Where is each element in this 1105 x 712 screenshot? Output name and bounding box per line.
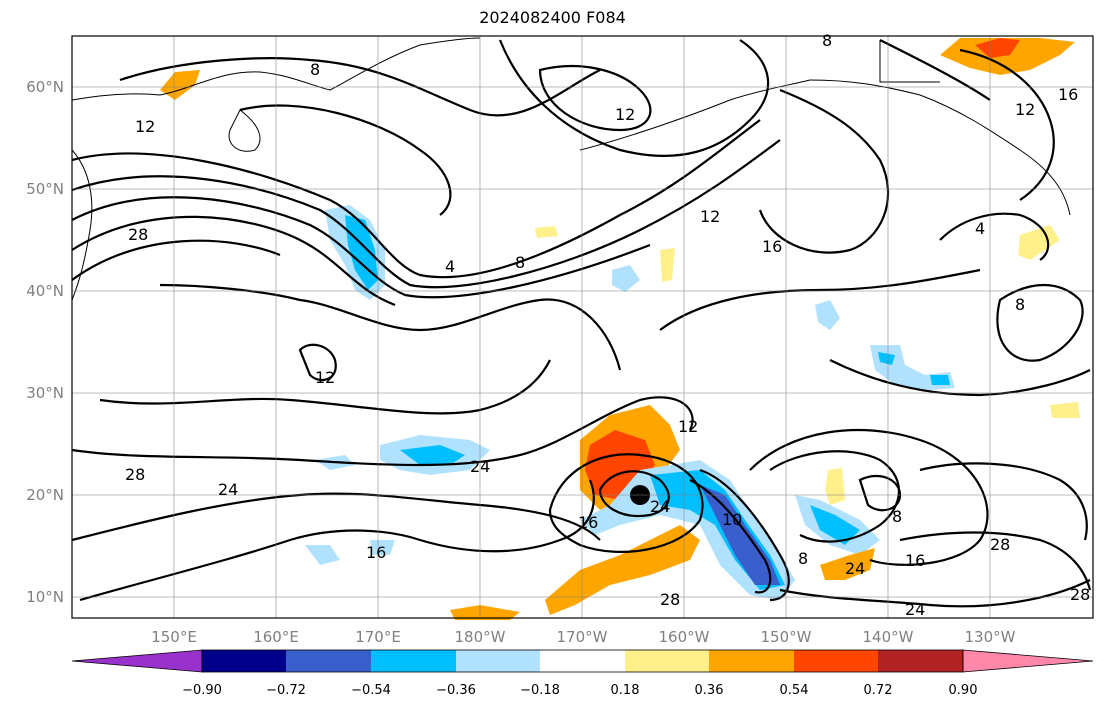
lat-label: 20°N [26,486,64,504]
colorbar-tick-label: 0.36 [694,683,724,698]
lat-label: 10°N [26,588,64,606]
colorbar-tick-label: −0.18 [520,683,560,698]
positive-area [1050,402,1080,418]
contour-label: 16 [762,237,782,256]
map-frame [71,35,1094,619]
colorbar-tick-label: −0.90 [182,683,222,698]
colorbar-segment [286,650,371,672]
contour-label: 12 [700,207,720,226]
positive-area [545,525,700,615]
negative-area [930,375,950,385]
negative-area [400,445,465,465]
lon-label: 160°E [253,628,299,646]
negative-area [612,265,640,292]
contour-label: 28 [128,225,148,244]
lat-label: 60°N [26,78,64,96]
colorbar-tick-label: 0.90 [948,683,978,698]
contour-label: 12 [1015,100,1035,119]
contour-label: 12 [678,417,698,436]
shading-layer [160,38,1080,620]
contour-label: 8 [798,549,808,568]
contour-label: 24 [905,600,925,619]
colorbar-tick-label: −0.54 [351,683,391,698]
positive-area [1018,225,1060,260]
contour-label: 8 [822,31,832,50]
negative-area [878,352,895,365]
contour-label: 4 [445,257,455,276]
contour-label: 16 [578,513,598,532]
contour-label: 8 [892,507,902,526]
colorbar-segment [202,650,286,672]
positive-area [660,248,675,282]
lon-label: 170°E [355,628,401,646]
colorbar-segment [540,650,625,672]
lat-label: 50°N [26,180,64,198]
coastline-layer [71,37,1071,301]
gridlines [72,36,1093,618]
map-title: 2024082400 F084 [479,8,626,27]
contour-label: 28 [660,590,680,609]
lat-label: 40°N [26,282,64,300]
colorbar [71,649,1094,673]
negative-area [810,505,860,545]
colorbar-tick-label: 0.18 [610,683,640,698]
positive-area [450,605,520,620]
contour-labels: 8 12 12 8 12 16 28 4 8 12 16 4 8 12 28 2… [125,31,1090,619]
contour-label: 8 [1015,295,1025,314]
negative-area [700,485,780,585]
lon-label: 130°W [964,628,1016,646]
lon-label: 150°W [760,628,812,646]
lon-label: 150°E [151,628,197,646]
colorbar-segment [371,650,456,672]
colorbar-segment [794,650,878,672]
lon-label: 140°W [862,628,914,646]
contour-label: 10 [722,510,742,529]
contour-label: 8 [515,253,525,272]
positive-area [975,38,1020,58]
contour-label: 28 [990,535,1010,554]
contour-label: 28 [1070,585,1090,604]
positive-area [820,548,875,580]
positive-area [535,226,558,238]
colorbar-segment [709,650,794,672]
colorbar-segment [456,650,540,672]
negative-area [305,545,340,565]
contour-layer [71,39,1092,608]
contour-label: 16 [366,543,386,562]
contour-label: 24 [650,497,670,516]
positive-area [940,38,1075,75]
colorbar-frame [201,649,964,673]
colorbar-extend-low [71,649,203,673]
colorbar-tick-label: 0.72 [863,683,893,698]
lat-label: 30°N [26,384,64,402]
contour-label: 24 [218,480,238,499]
contour-label: 24 [470,457,490,476]
colorbar-tick-label: 0.54 [779,683,809,698]
lon-label: 170°W [556,628,608,646]
colorbar-segment [625,650,709,672]
colorbar-tick-label: −0.36 [436,683,476,698]
negative-area [370,540,395,555]
lon-label: 180°W [454,628,506,646]
colorbar-tick-label: −0.72 [266,683,306,698]
negative-area [815,300,840,330]
contour-label: 4 [975,219,985,238]
contour-label: 12 [315,368,335,387]
contour-label: 16 [905,551,925,570]
colorbar-segment [878,650,963,672]
contour-label: 16 [1058,85,1078,104]
contour-label: 28 [125,465,145,484]
contour-label: 8 [310,60,320,79]
colorbar-extend-high [962,649,1094,673]
lon-label: 160°W [658,628,710,646]
contour-label: 12 [615,105,635,124]
contour-label: 24 [845,559,865,578]
contour-label: 12 [135,117,155,136]
positive-area [825,468,845,505]
